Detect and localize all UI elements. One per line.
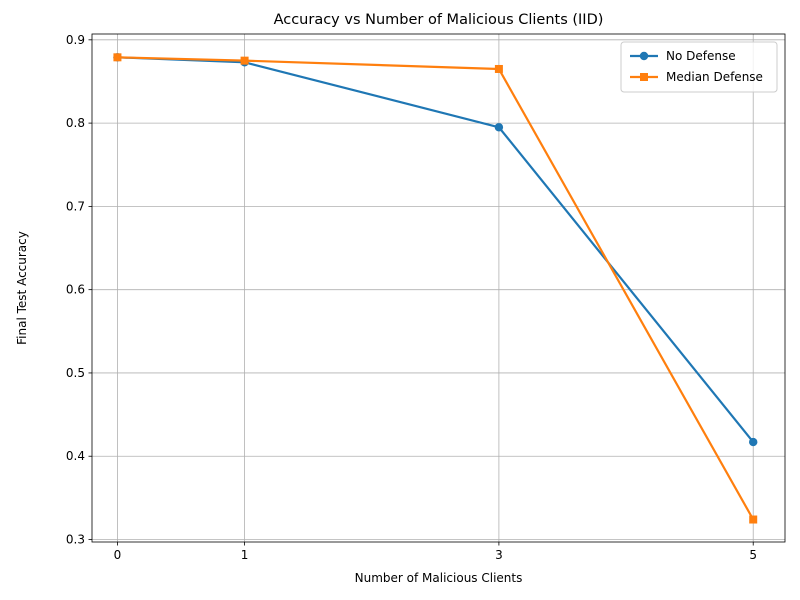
legend-label-0: No Defense bbox=[666, 49, 736, 63]
y-tick-label: 0.5 bbox=[66, 366, 85, 380]
data-point-square bbox=[749, 515, 758, 524]
series-line-1 bbox=[117, 56, 755, 521]
y-tick-label: 0.4 bbox=[66, 449, 85, 463]
x-axis-label: Number of Malicious Clients bbox=[355, 571, 523, 585]
y-tick-label: 0.7 bbox=[66, 199, 85, 213]
y-axis-label: Final Test Accuracy bbox=[15, 231, 29, 345]
legend: No Defense Median Defense bbox=[620, 41, 778, 93]
chart-title: Accuracy vs Number of Malicious Clients … bbox=[274, 12, 604, 28]
grid bbox=[92, 34, 785, 542]
plot-area-frame bbox=[91, 33, 786, 543]
y-tick-label: 0.9 bbox=[66, 33, 85, 47]
legend-marker-circle bbox=[639, 51, 649, 61]
data-point-square bbox=[240, 56, 249, 65]
data-point-circle bbox=[749, 437, 758, 447]
x-tick-label: 1 bbox=[241, 548, 249, 562]
y-tick-label: 0.8 bbox=[66, 116, 85, 130]
data-point-square bbox=[494, 64, 503, 73]
legend-marker-square bbox=[640, 73, 648, 81]
legend-label-1: Median Defense bbox=[666, 70, 763, 84]
x-tick-label: 3 bbox=[495, 548, 503, 562]
y-tick-label: 0.3 bbox=[66, 533, 85, 547]
x-tick-label: 5 bbox=[749, 548, 757, 562]
y-tick-label: 0.6 bbox=[66, 283, 85, 297]
legend-box bbox=[620, 41, 778, 93]
data-point-circle bbox=[494, 123, 504, 132]
x-tick-label: 0 bbox=[114, 548, 122, 562]
axis-ticks: 0 1 3 5 0.3 0.4 0.5 0.6 0.7 0.8 0.9 bbox=[66, 33, 757, 562]
series-layer bbox=[113, 53, 758, 524]
data-point-square bbox=[113, 53, 122, 62]
